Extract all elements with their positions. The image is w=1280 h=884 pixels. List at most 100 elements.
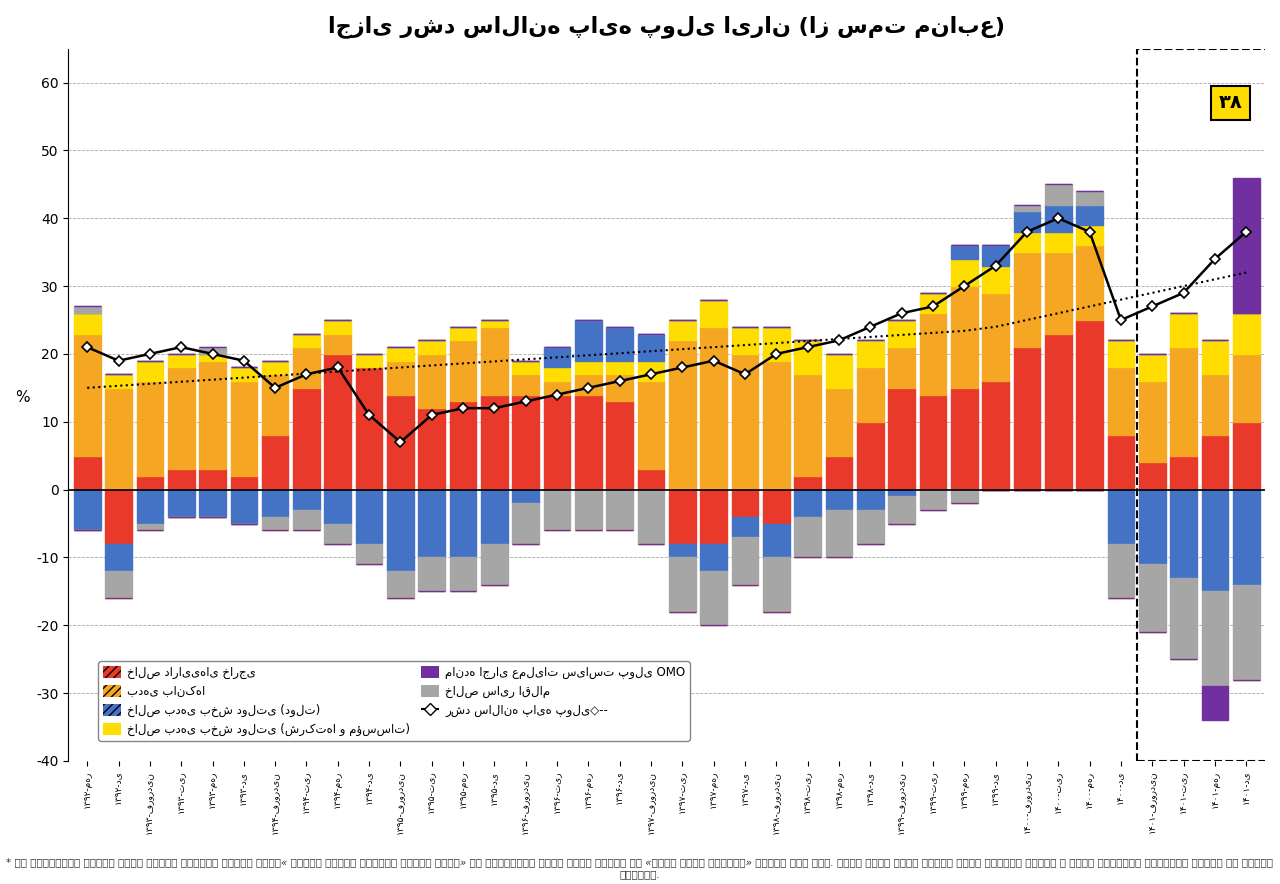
Bar <box>262 435 288 490</box>
Bar <box>607 374 634 401</box>
Y-axis label: %: % <box>15 390 29 405</box>
Bar <box>858 510 883 544</box>
Bar <box>858 422 883 490</box>
Bar <box>1107 435 1134 490</box>
Bar <box>1107 368 1134 435</box>
Bar <box>858 490 883 510</box>
Bar <box>1202 686 1229 720</box>
Bar <box>1170 313 1197 347</box>
Bar <box>1107 490 1134 544</box>
Bar <box>481 544 508 584</box>
Bar <box>607 327 634 361</box>
Bar <box>1202 591 1229 686</box>
Bar <box>1233 490 1260 584</box>
Bar <box>449 401 476 490</box>
Bar <box>700 544 727 571</box>
Bar <box>919 394 946 490</box>
Bar <box>951 246 978 259</box>
Bar <box>669 544 696 558</box>
Bar <box>1014 211 1041 232</box>
Bar <box>105 388 132 490</box>
Bar <box>419 354 445 408</box>
Bar <box>419 408 445 490</box>
Bar <box>637 490 664 544</box>
Bar <box>512 490 539 503</box>
Bar <box>1139 564 1166 632</box>
Bar <box>1170 578 1197 659</box>
Bar <box>293 333 320 347</box>
Bar <box>387 347 413 361</box>
Bar <box>419 490 445 558</box>
Bar <box>200 347 225 354</box>
Bar <box>387 394 413 490</box>
Bar <box>481 327 508 394</box>
Bar <box>200 469 225 490</box>
Bar <box>387 361 413 394</box>
Bar <box>1233 313 1260 354</box>
Bar <box>230 476 257 490</box>
Bar <box>1107 340 1134 368</box>
Bar <box>481 320 508 327</box>
Bar <box>137 490 163 523</box>
Bar <box>293 347 320 388</box>
Bar <box>356 354 383 368</box>
Bar <box>137 476 163 490</box>
Bar <box>512 361 539 374</box>
Bar <box>74 490 101 530</box>
Bar <box>607 490 634 530</box>
Bar <box>262 517 288 530</box>
Bar <box>795 340 820 374</box>
Bar <box>1014 205 1041 211</box>
Bar <box>544 394 571 490</box>
Bar <box>356 490 383 544</box>
Bar <box>293 510 320 530</box>
Bar <box>512 503 539 544</box>
Bar <box>763 523 790 558</box>
Bar <box>637 381 664 469</box>
Bar <box>763 361 790 490</box>
Bar <box>544 347 571 368</box>
Bar <box>1170 347 1197 455</box>
Bar <box>575 320 602 361</box>
Bar <box>951 259 978 286</box>
Bar <box>512 374 539 394</box>
Bar <box>168 354 195 368</box>
Bar <box>1044 232 1071 252</box>
Bar <box>575 374 602 394</box>
Bar <box>763 327 790 361</box>
Bar <box>919 490 946 510</box>
Bar <box>74 333 101 455</box>
Bar <box>795 374 820 476</box>
Bar <box>575 394 602 490</box>
Bar <box>1233 584 1260 680</box>
Bar <box>826 455 852 490</box>
Bar <box>763 558 790 612</box>
Bar <box>325 523 351 544</box>
Bar <box>262 490 288 517</box>
Bar <box>888 497 915 523</box>
Bar <box>325 354 351 490</box>
Bar <box>512 394 539 490</box>
Bar <box>919 313 946 394</box>
Bar <box>795 517 820 558</box>
Bar <box>607 361 634 374</box>
Bar <box>449 327 476 340</box>
Bar <box>74 455 101 490</box>
Bar <box>700 571 727 625</box>
Bar <box>105 374 132 388</box>
Bar <box>544 490 571 530</box>
Bar <box>200 490 225 517</box>
Bar <box>1076 225 1103 246</box>
Bar <box>669 340 696 490</box>
Bar <box>951 388 978 490</box>
Bar <box>763 490 790 523</box>
Bar <box>1014 347 1041 490</box>
Bar <box>137 381 163 476</box>
Bar <box>888 490 915 497</box>
Bar <box>230 368 257 381</box>
Bar <box>419 340 445 354</box>
Bar <box>637 469 664 490</box>
Bar <box>669 490 696 544</box>
Bar <box>888 347 915 388</box>
Text: ۳۸: ۳۸ <box>1219 94 1243 112</box>
